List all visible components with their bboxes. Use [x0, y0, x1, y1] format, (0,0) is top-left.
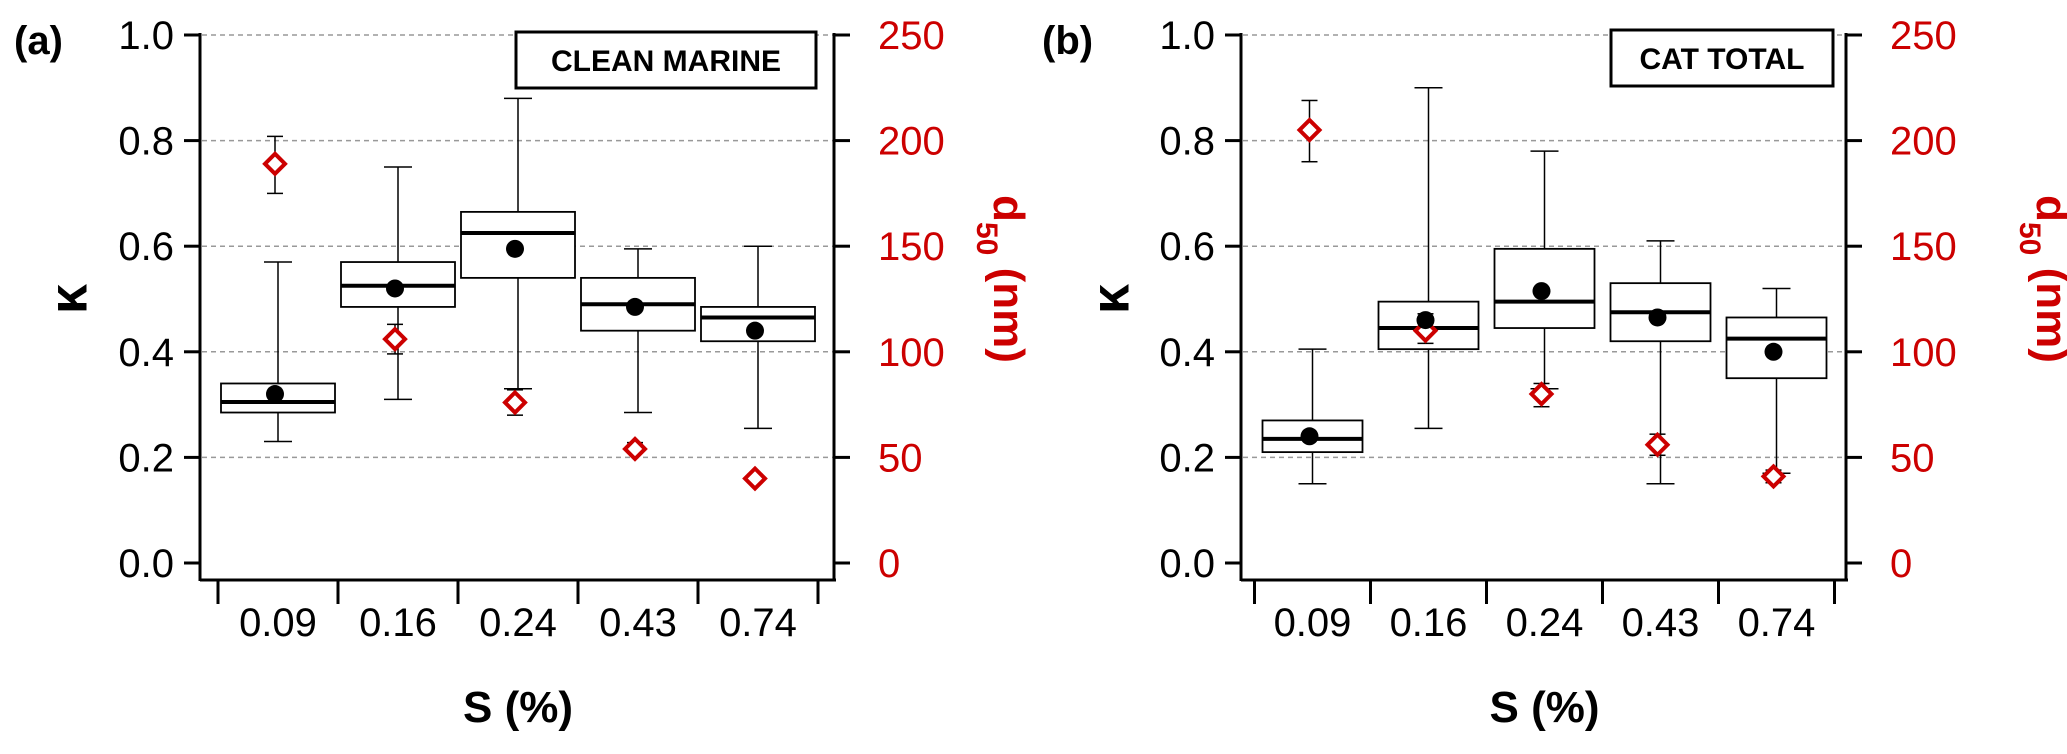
- x-tick-label: 0.43: [1622, 601, 1700, 645]
- mean-marker: [1300, 427, 1319, 446]
- chart-panel-a: 0.0 0.2 0.4 0.6 0.8 1.0 0 50 100 150 200 250 0.09 0.1…: [14, 14, 1033, 732]
- y-axis-title: κ: [1080, 283, 1140, 314]
- x-tick-label: 0.74: [1738, 601, 1816, 645]
- iqr-box: [1493, 247, 1596, 329]
- d50-marker: [742, 465, 768, 492]
- mean-marker: [266, 385, 284, 404]
- y2-tick-label: 250: [878, 14, 945, 58]
- y2-tick-label: 50: [878, 436, 923, 480]
- mean-marker: [1764, 342, 1783, 361]
- y-tick-label: 0.2: [1159, 436, 1215, 480]
- box-plot-0.74: [1725, 287, 1828, 474]
- x-tick-label: 0.09: [239, 601, 317, 645]
- annotation-text: CLEAN MARINE: [551, 45, 781, 78]
- d50-point-0.43: [1644, 431, 1671, 458]
- d50-point-0.43: [622, 436, 648, 462]
- y-axis-title: κ: [38, 283, 98, 314]
- d50-marker: [262, 151, 288, 177]
- mean-marker: [626, 297, 644, 316]
- panel-label: (a): [14, 19, 63, 63]
- mean-marker: [1416, 311, 1435, 330]
- d50-point-0.09: [1296, 99, 1323, 163]
- x-tick-label: 0.16: [359, 601, 437, 645]
- y-tick-label: 1.0: [1159, 14, 1215, 58]
- x-tick-label: 0.09: [1274, 601, 1352, 645]
- x-tick-label: 0.43: [599, 601, 677, 645]
- y2-tick-label: 150: [878, 225, 945, 269]
- mean-marker: [386, 279, 404, 298]
- y-tick-label: 0.0: [1159, 542, 1215, 586]
- y2-tick-label: 100: [1890, 331, 1957, 375]
- box-plot-0.43: [580, 248, 696, 414]
- y-tick-label: 0.8: [118, 120, 174, 164]
- y2-title-unit: (nm): [2027, 255, 2067, 363]
- y-tick-label: 0.8: [1159, 120, 1215, 164]
- box-plot-0.24: [1493, 150, 1596, 390]
- d50-point-0.09: [262, 135, 288, 195]
- mean-marker: [746, 321, 764, 340]
- d50-point-0.74: [1760, 463, 1787, 490]
- d50-marker: [1528, 381, 1555, 407]
- y-tick-label: 0.6: [1159, 225, 1215, 269]
- x-axis-title: S (%): [1490, 683, 1600, 732]
- y2-tick-label: 50: [1890, 436, 1935, 480]
- d50-point-0.74: [742, 465, 768, 492]
- y-tick-label: 0.0: [118, 542, 174, 586]
- d50-marker: [622, 436, 648, 462]
- y-tick-label: 0.4: [118, 331, 174, 375]
- y2-title-unit: (nm): [984, 255, 1033, 363]
- d50-marker: [1760, 463, 1787, 490]
- d50-marker: [502, 389, 528, 416]
- mean-marker: [506, 239, 524, 258]
- box-plot-0.24: [460, 97, 576, 390]
- box-plot-0.09: [1261, 348, 1364, 485]
- x-tick-label: 0.16: [1390, 601, 1468, 645]
- annotation-box: [514, 30, 818, 90]
- chart-panel-b: 0.0 0.2 0.4 0.6 0.8 1.0 0 50 100 150 200 250 0.09 0.1…: [1042, 14, 2067, 732]
- y-tick-label: 0.2: [118, 436, 174, 480]
- y2-title-main: d: [984, 195, 1033, 222]
- y2-tick-label: 200: [878, 120, 945, 164]
- d50-point-0.24: [502, 389, 528, 416]
- d50-marker: [1296, 117, 1323, 143]
- annotation-text: CAT TOTAL: [1640, 43, 1805, 76]
- x-tick-label: 0.24: [479, 601, 557, 645]
- panel-label: (b): [1042, 19, 1093, 63]
- y2-tick-label: 150: [1890, 225, 1957, 269]
- y2-tick-label: 100: [878, 331, 945, 375]
- y2-title-subscript: 50: [2014, 222, 2047, 255]
- mean-marker: [1532, 282, 1551, 301]
- mean-marker: [1648, 308, 1667, 327]
- y2-tick-label: 0: [1890, 542, 1912, 586]
- y-tick-label: 0.6: [118, 225, 174, 269]
- d50-point-0.24: [1528, 381, 1555, 408]
- x-axis-title: S (%): [463, 683, 573, 732]
- y2-title-subscript: 50: [971, 222, 1004, 255]
- y2-title-main: d: [2027, 195, 2067, 222]
- d50-point-0.16: [382, 323, 408, 355]
- y2-tick-label: 200: [1890, 120, 1957, 164]
- y2-tick-label: 0: [878, 542, 900, 586]
- x-tick-label: 0.74: [719, 601, 797, 645]
- d50-marker: [382, 326, 408, 352]
- y2-axis-title: d50 (nm): [2014, 195, 2067, 363]
- x-tick-label: 0.24: [1506, 601, 1584, 645]
- d50-marker: [1644, 431, 1671, 458]
- y-tick-label: 0.4: [1159, 331, 1215, 375]
- y-tick-label: 1.0: [118, 14, 174, 58]
- y2-axis-title: d50 (nm): [971, 195, 1034, 363]
- y2-tick-label: 250: [1890, 14, 1957, 58]
- box-plot-0.16: [1377, 87, 1480, 430]
- annotation-box: [1609, 28, 1835, 88]
